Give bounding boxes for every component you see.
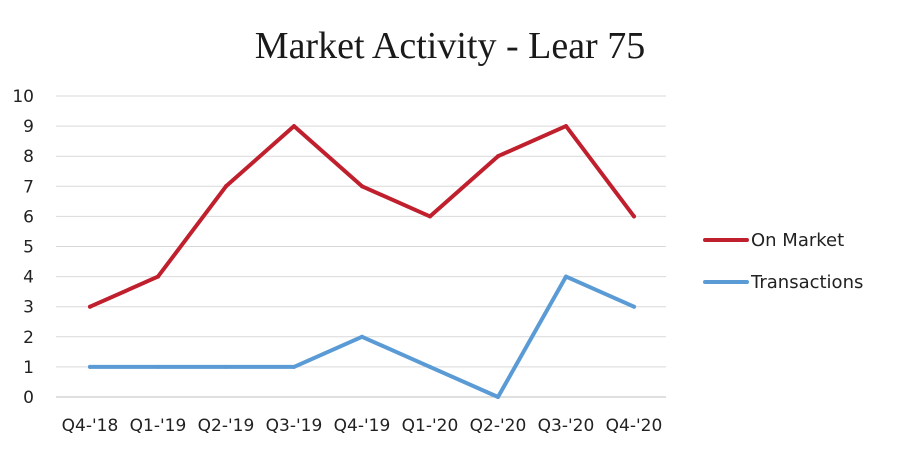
y-tick-label: 6 [23, 207, 34, 227]
x-tick-label: Q2-'20 [470, 416, 527, 436]
x-tick-label: Q1-'19 [130, 416, 187, 436]
data-point [224, 184, 228, 189]
data-point [564, 124, 568, 129]
data-point [564, 274, 568, 279]
x-tick-label: Q3-'19 [266, 416, 323, 436]
y-tick-label: 5 [23, 238, 34, 258]
x-tick-label: Q3-'20 [538, 416, 595, 436]
legend-label: On Market [751, 230, 844, 251]
data-point [632, 214, 636, 219]
data-point [292, 124, 296, 129]
y-tick-label: 9 [23, 117, 34, 137]
legend-label: Transactions [750, 272, 863, 293]
y-tick-label: 4 [23, 268, 34, 288]
data-point [428, 214, 432, 219]
y-tick-label: 2 [23, 328, 34, 348]
data-point [360, 334, 364, 339]
y-tick-label: 8 [23, 147, 34, 167]
data-point [156, 364, 160, 369]
x-tick-label: Q2-'19 [198, 416, 255, 436]
gridlines [56, 95, 666, 398]
data-point [156, 274, 160, 279]
x-tick-label: Q4-'20 [606, 416, 663, 436]
y-tick-label: 3 [23, 298, 34, 318]
x-axis-tick-labels: Q4-'18 Q1-'19 Q2-'19 Q3-'19 Q4-'19 Q1-'20 Q2-'… [62, 416, 663, 436]
y-tick-label: 7 [23, 177, 34, 197]
x-tick-label: Q1-'20 [402, 416, 459, 436]
y-tick-label: 10 [12, 87, 34, 107]
x-tick-label: Q4-'19 [334, 416, 391, 436]
data-point [224, 364, 228, 369]
x-tick-label: Q4-'18 [62, 416, 119, 436]
data-point [496, 395, 500, 399]
y-tick-label: 1 [23, 358, 34, 378]
y-axis-tick-labels: 0 1 2 3 4 5 6 7 8 9 10 [12, 87, 34, 408]
data-point [428, 364, 432, 369]
y-tick-label: 0 [23, 388, 34, 408]
data-point [88, 304, 92, 309]
legend: On Market Transactions [703, 230, 863, 293]
data-point [632, 304, 636, 309]
data-point [360, 184, 364, 189]
data-point [496, 154, 500, 159]
series-lines [88, 124, 636, 399]
data-point [292, 364, 296, 369]
data-point [88, 364, 92, 369]
chart-title: Market Activity - Lear 75 [255, 25, 645, 67]
